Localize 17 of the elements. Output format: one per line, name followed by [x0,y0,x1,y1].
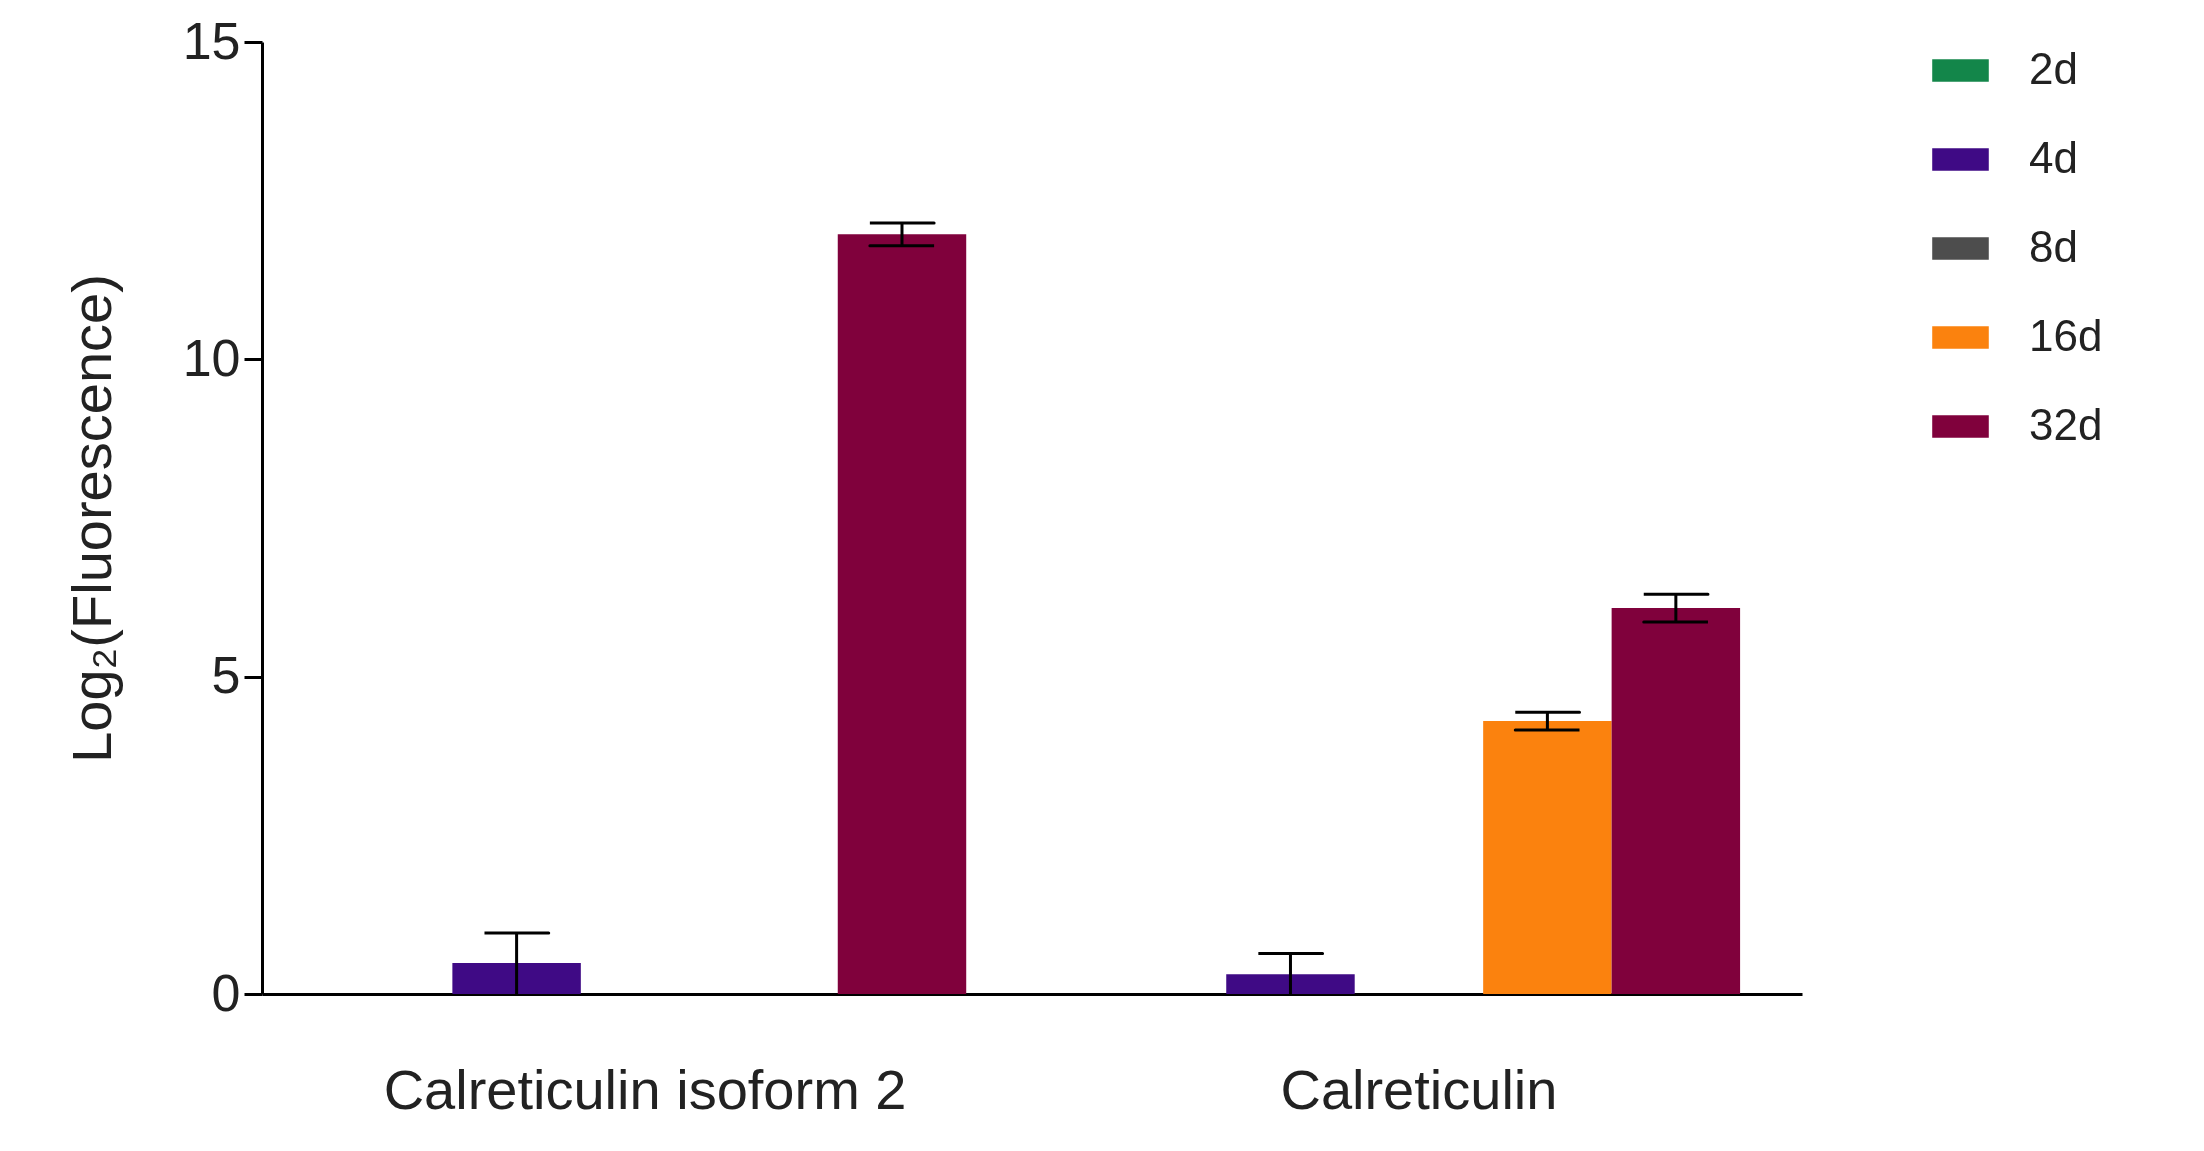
legend-label: 4d [2029,132,2078,182]
y-tick-label: 15 [182,11,241,70]
y-tick-label: 5 [211,646,241,705]
bar [1226,974,1355,994]
legend-label: 16d [2029,310,2103,360]
bar [1483,721,1612,994]
y-tick-label: 0 [211,963,241,1022]
x-tick-label: Calreticulin [1280,1057,1558,1121]
bar [1611,608,1741,994]
y-axis-title: Log₂(Fluorescence) [59,274,123,763]
bar [837,234,967,994]
bar [452,962,581,994]
legend-label: 32d [2029,399,2103,449]
y-tick-label: 10 [182,328,241,387]
x-tick-label: Calreticulin isoform 2 [383,1057,907,1121]
legend-label: 2d [2029,43,2078,93]
legend-label: 8d [2029,221,2078,271]
